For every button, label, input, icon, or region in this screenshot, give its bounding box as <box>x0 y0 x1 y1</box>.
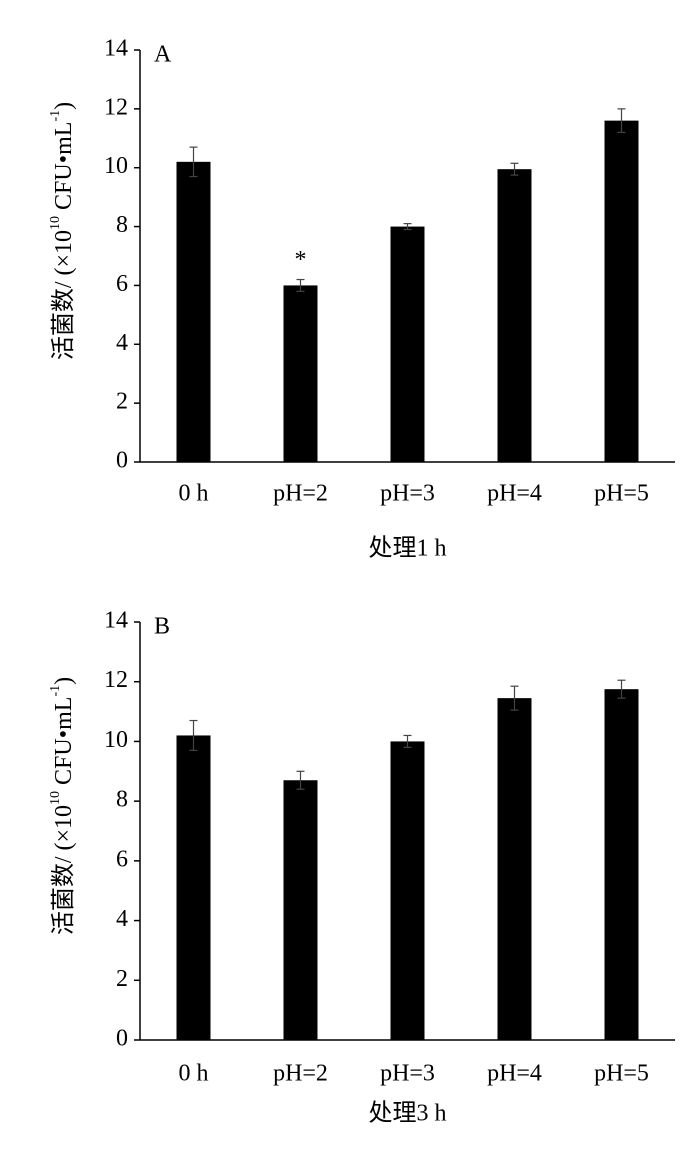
bar <box>176 735 211 1040</box>
y-tick-label: 4 <box>116 906 128 932</box>
x-tick-label: pH=4 <box>487 481 542 507</box>
y-tick-label: 12 <box>104 667 128 693</box>
y-tick-label: 2 <box>116 966 128 992</box>
error-bar <box>510 685 519 711</box>
x-tick-label: pH=5 <box>594 481 649 507</box>
y-axis-label-part: CFU•mL <box>51 697 77 791</box>
y-tick-label: 4 <box>116 330 128 356</box>
error-bar <box>189 146 198 178</box>
bar <box>176 161 211 463</box>
y-axis-label-part: 10 <box>48 791 63 805</box>
y-axis-label-part: 10 <box>48 216 63 230</box>
y-tick-label: 10 <box>104 153 128 179</box>
y-axis-label-part: ) <box>51 677 77 685</box>
bar <box>497 169 532 462</box>
x-tick-label: pH=3 <box>380 481 435 507</box>
bar <box>390 741 425 1040</box>
y-axis-label-part: ) <box>51 102 77 110</box>
bar <box>604 689 639 1040</box>
bar <box>283 285 318 462</box>
y-axis-label-part: CFU•mL <box>51 122 77 216</box>
y-tick-label: 14 <box>104 608 128 634</box>
x-axis-label: 处理1 h <box>369 535 447 562</box>
y-tick-label: 10 <box>104 727 128 753</box>
y-tick-label: 2 <box>116 389 128 415</box>
error-bar <box>403 223 412 231</box>
error-bar <box>189 719 198 751</box>
x-tick-label: 0 h <box>179 481 209 507</box>
y-tick-label: 6 <box>116 846 128 872</box>
annotation: * <box>295 247 307 273</box>
bar <box>604 120 639 462</box>
x-tick-label: pH=3 <box>380 1061 435 1087</box>
bar <box>497 698 532 1040</box>
y-tick-label: 6 <box>116 271 128 297</box>
error-bar <box>617 679 626 699</box>
y-axis-label-part: 活菌数/ (×10 <box>50 805 77 935</box>
y-tick-label: 0 <box>116 448 128 474</box>
y-tick-label: 8 <box>116 787 128 813</box>
bar <box>390 226 425 462</box>
x-tick-label: pH=2 <box>273 1061 328 1087</box>
x-axis-label: 处理3 h <box>369 1100 447 1127</box>
y-tick-label: 8 <box>116 212 128 238</box>
y-tick-label: 14 <box>104 36 128 62</box>
y-tick-label: 12 <box>104 94 128 120</box>
y-axis-label: 活菌数/ (×1010 CFU•mL-1) <box>48 102 76 360</box>
x-tick-label: pH=5 <box>594 1061 649 1087</box>
error-bar <box>403 734 412 749</box>
y-axis-label-part: -1 <box>48 110 63 122</box>
panel-label: A <box>154 42 172 68</box>
bar <box>283 780 318 1040</box>
panel-label: B <box>154 614 170 640</box>
y-tick-label: 0 <box>116 1026 128 1052</box>
error-bar <box>296 770 305 790</box>
x-tick-label: pH=2 <box>273 481 328 507</box>
error-bar <box>296 278 305 292</box>
y-axis-label: 活菌数/ (×1010 CFU•mL-1) <box>48 677 76 935</box>
y-axis-label-part: 活菌数/ (×10 <box>50 230 77 360</box>
error-bar <box>510 162 519 176</box>
x-tick-label: 0 h <box>179 1061 209 1087</box>
x-tick-label: pH=4 <box>487 1061 542 1087</box>
y-axis-label-part: -1 <box>48 685 63 697</box>
error-bar <box>617 108 626 133</box>
